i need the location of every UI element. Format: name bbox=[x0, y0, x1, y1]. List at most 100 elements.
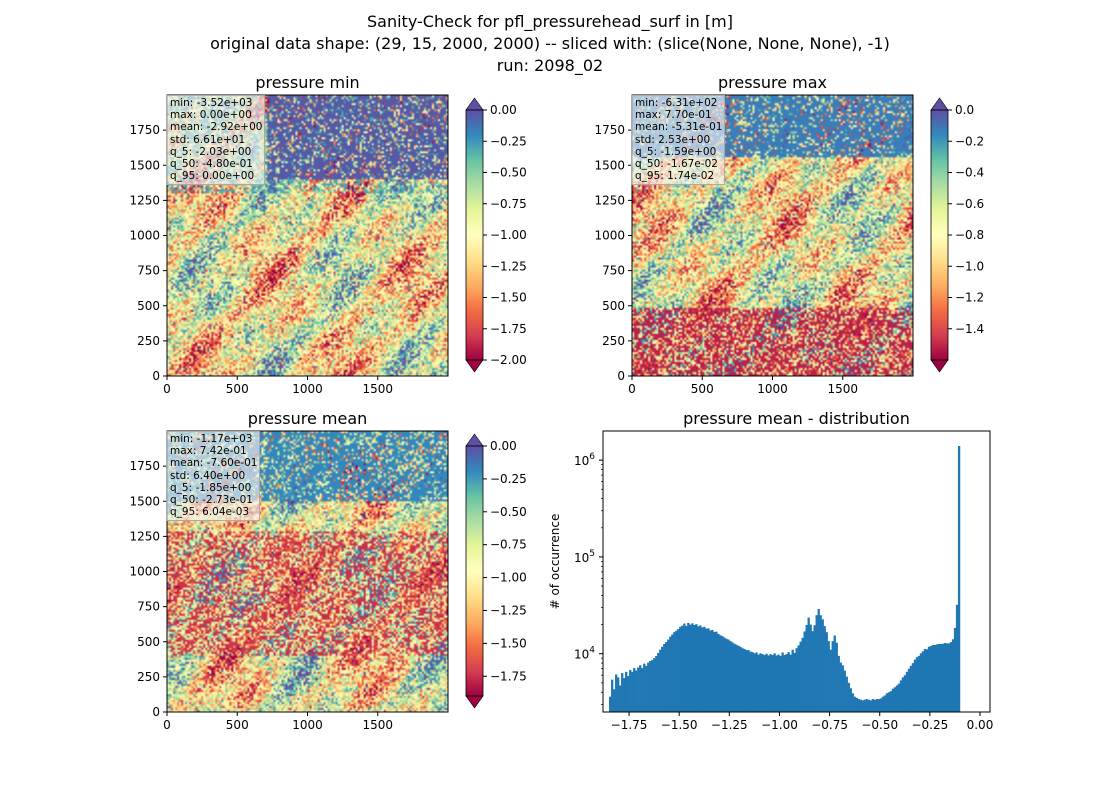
y-tick-label: 0 bbox=[152, 369, 160, 383]
histogram-bar bbox=[689, 624, 692, 712]
colorbar-extend-max bbox=[930, 97, 949, 111]
x-tick-label: −1.25 bbox=[711, 718, 748, 732]
histogram-bar bbox=[643, 663, 646, 712]
colorbar-tick-label: 0.00 bbox=[490, 439, 517, 453]
histogram-bar bbox=[803, 631, 806, 712]
histogram-bar bbox=[733, 643, 736, 712]
y-tick-label: 1500 bbox=[129, 494, 160, 508]
colorbar bbox=[466, 446, 483, 696]
colorbar-tick-label: −0.50 bbox=[490, 505, 527, 519]
histogram-bar bbox=[903, 675, 907, 712]
histogram-bar bbox=[871, 699, 874, 712]
y-tick-label: 1000 bbox=[594, 229, 625, 243]
y-tick-label: 1250 bbox=[594, 193, 625, 207]
stat-q95: q_95: 6.04e-03 bbox=[170, 506, 250, 519]
stat-mean: mean: -7.60e-01 bbox=[170, 457, 258, 470]
stat-q5: q_5: -2.03e+00 bbox=[170, 145, 252, 158]
histogram-bar bbox=[901, 677, 905, 712]
colorbar-tick-label: −1.0 bbox=[955, 259, 984, 273]
colorbar-tick-label: −0.6 bbox=[955, 197, 984, 211]
colorbar-tick-label: −0.4 bbox=[955, 166, 984, 180]
x-tick-label: 0.00 bbox=[967, 718, 994, 732]
histogram-bar bbox=[863, 699, 866, 712]
histogram-bar bbox=[725, 638, 728, 712]
figure-title-line-1: Sanity-Check for pfl_pressurehead_surf i… bbox=[367, 12, 733, 31]
histogram-bar bbox=[859, 699, 862, 712]
y-tick-label: 1750 bbox=[129, 123, 160, 137]
histogram-bar bbox=[819, 615, 822, 712]
stats-box-pressure-max: min: -6.31e+02 max: 7.70e-01 mean: -5.31… bbox=[631, 95, 726, 186]
colorbar-tick-label: −1.75 bbox=[490, 322, 527, 336]
histogram-bar bbox=[611, 679, 614, 712]
histogram-bar bbox=[957, 445, 961, 712]
stat-q50: q_50: -4.80e-01 bbox=[170, 158, 253, 171]
stat-q5: q_5: -1.59e+00 bbox=[635, 145, 717, 158]
histogram-bar bbox=[881, 696, 885, 712]
y-tick-label: 105 bbox=[574, 549, 595, 565]
histogram-bar bbox=[913, 659, 917, 712]
histogram-bar bbox=[703, 626, 706, 712]
histogram-bar bbox=[781, 652, 784, 712]
histogram-bar bbox=[701, 627, 704, 712]
histogram-bar bbox=[937, 644, 941, 712]
colorbar-tick-label: −2.00 bbox=[490, 353, 527, 367]
histogram-bar bbox=[639, 665, 642, 712]
histogram-bar bbox=[845, 676, 848, 712]
histogram-bar bbox=[923, 648, 927, 712]
stats-box-pressure-mean: min: -1.17e+03 max: 7.42e-01 mean: -7.60… bbox=[166, 431, 261, 522]
histogram-bar bbox=[767, 655, 770, 712]
histogram-bar bbox=[625, 671, 628, 712]
histogram-bar bbox=[809, 624, 812, 712]
histogram-bar bbox=[755, 652, 758, 712]
histogram-bar bbox=[897, 683, 901, 712]
histogram-bar bbox=[905, 671, 909, 712]
stat-max: max: 0.00e+00 bbox=[170, 109, 252, 122]
histogram-bar bbox=[683, 623, 686, 712]
histogram-bar bbox=[939, 644, 943, 712]
histogram-bar bbox=[717, 633, 720, 712]
stat-q95: q_95: 0.00e+00 bbox=[170, 170, 255, 183]
histogram-bar bbox=[661, 646, 664, 712]
histogram-bar bbox=[835, 642, 838, 712]
histogram-bar bbox=[839, 662, 842, 712]
histogram-bar bbox=[865, 699, 868, 712]
stat-mean: mean: -5.31e-01 bbox=[635, 121, 723, 134]
histogram-bar bbox=[743, 648, 746, 712]
stat-std: std: 6.40e+00 bbox=[170, 469, 246, 482]
histogram-bar bbox=[619, 685, 622, 712]
colorbar-extend-min bbox=[930, 359, 949, 373]
histogram-bar bbox=[813, 625, 816, 712]
x-tick-label: −1.50 bbox=[661, 718, 698, 732]
colorbar-tick-label: −1.00 bbox=[490, 228, 527, 242]
histogram-bar bbox=[947, 643, 951, 712]
histogram-bar bbox=[799, 641, 802, 712]
histogram-bar bbox=[891, 688, 895, 712]
histogram-bar bbox=[719, 635, 722, 712]
histogram-bar bbox=[805, 625, 808, 712]
histogram-bar bbox=[873, 699, 877, 712]
stat-mean: mean: -2.92e+00 bbox=[170, 121, 263, 134]
stat-std: std: 6.61e+01 bbox=[170, 133, 246, 146]
histogram-bar bbox=[705, 628, 708, 712]
stat-std: std: 2.53e+00 bbox=[635, 133, 711, 146]
histogram-bar bbox=[727, 639, 730, 712]
histogram-bar bbox=[759, 653, 762, 712]
y-tick-label: 0 bbox=[152, 705, 160, 719]
figure-title-line-3: run: 2098_02 bbox=[496, 56, 604, 75]
y-tick-label: 1000 bbox=[129, 565, 160, 579]
stat-q50: q_50: -1.67e-02 bbox=[635, 158, 718, 171]
histogram-bar bbox=[693, 625, 696, 712]
histogram-bar bbox=[655, 655, 658, 712]
colorbar-tick-label: −0.75 bbox=[490, 538, 527, 552]
histogram-bar bbox=[889, 691, 893, 712]
histogram-bar bbox=[713, 631, 716, 712]
x-tick-label: 500 bbox=[691, 382, 714, 396]
histogram-bar bbox=[877, 699, 881, 712]
histogram-bar bbox=[941, 643, 945, 712]
colorbar-extend-min bbox=[465, 359, 484, 373]
histogram-bar bbox=[885, 693, 889, 712]
x-tick-label: 1500 bbox=[362, 382, 393, 396]
histogram-bar bbox=[789, 654, 792, 712]
x-tick-label: 1000 bbox=[757, 382, 788, 396]
histogram-bar bbox=[953, 627, 957, 712]
